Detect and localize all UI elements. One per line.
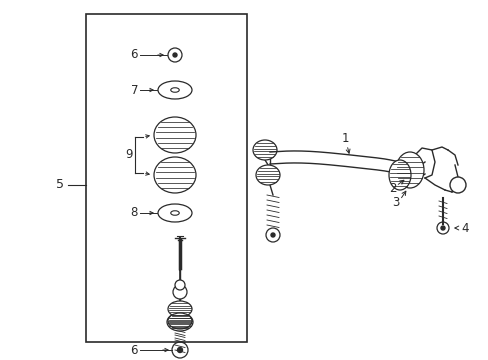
Ellipse shape [252, 140, 276, 160]
Circle shape [175, 280, 184, 290]
Text: 9: 9 [125, 148, 133, 162]
Ellipse shape [168, 301, 192, 317]
Circle shape [440, 226, 444, 230]
Text: 3: 3 [392, 195, 399, 208]
Circle shape [449, 177, 465, 193]
Ellipse shape [154, 157, 196, 193]
Ellipse shape [256, 165, 280, 185]
Text: 4: 4 [460, 221, 468, 234]
Text: 7: 7 [130, 84, 138, 96]
Circle shape [177, 347, 182, 352]
Ellipse shape [168, 313, 192, 329]
Bar [86, 14, 246, 342]
Text: 6: 6 [130, 343, 138, 356]
Ellipse shape [154, 117, 196, 153]
Text: 6: 6 [130, 49, 138, 62]
Circle shape [173, 53, 177, 57]
Ellipse shape [167, 313, 193, 331]
Text: 8: 8 [130, 207, 138, 220]
Text: 2: 2 [389, 181, 396, 194]
Circle shape [173, 285, 186, 299]
Ellipse shape [395, 152, 423, 188]
Text: 1: 1 [341, 131, 348, 144]
Circle shape [270, 233, 274, 237]
Text: 5: 5 [56, 179, 64, 192]
Ellipse shape [388, 160, 410, 190]
